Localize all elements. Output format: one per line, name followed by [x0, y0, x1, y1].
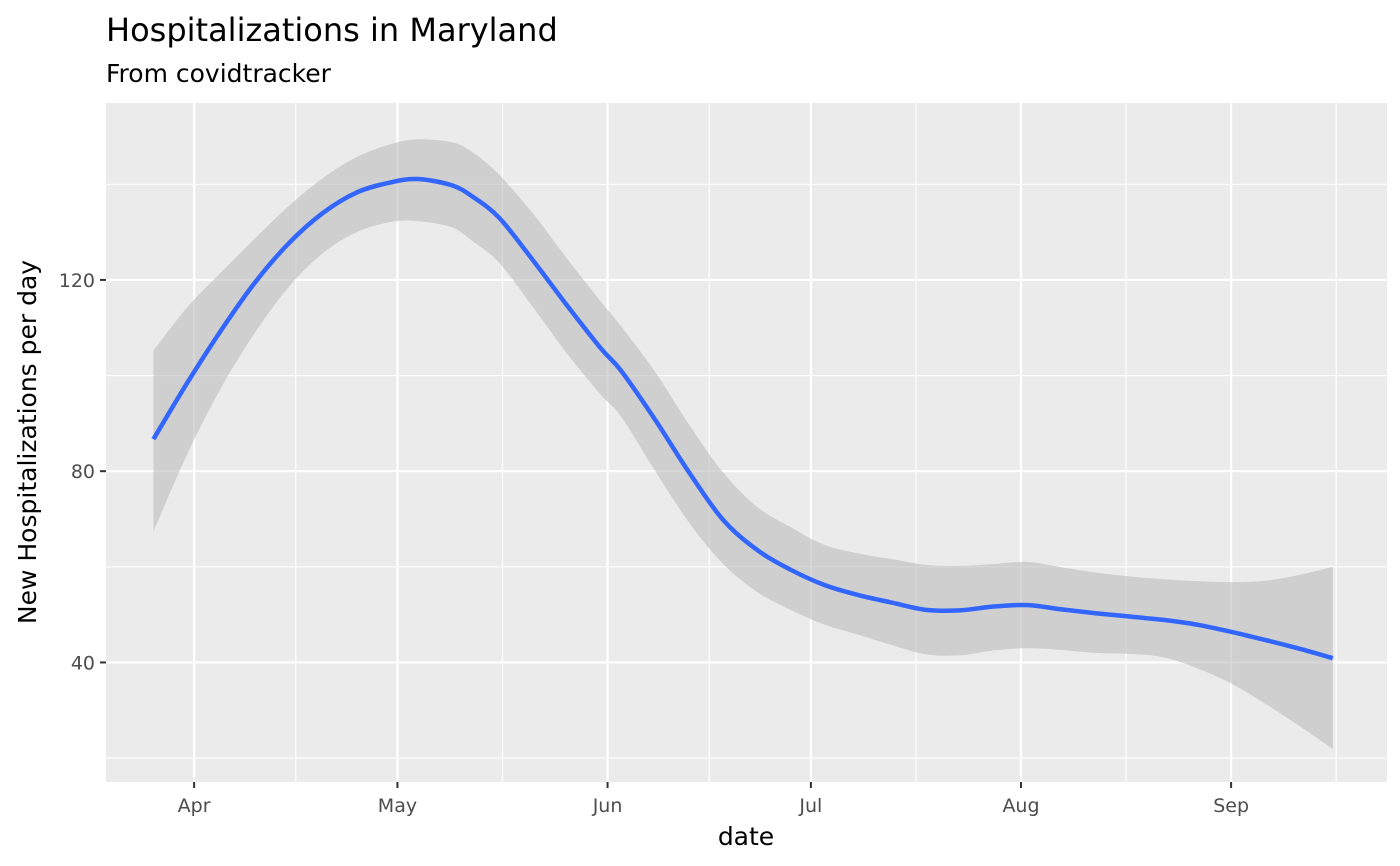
x-tick-label: Sep [1213, 795, 1249, 817]
chart-title: Hospitalizations in Maryland [106, 11, 558, 49]
smoothed-trend-line [151, 176, 1334, 661]
x-tick-label: Apr [178, 795, 211, 817]
x-axis: Apr May Jun Jul Aug Sep [178, 782, 1249, 817]
x-tick-label: May [378, 795, 417, 817]
x-axis-title: date [718, 822, 774, 851]
confidence-ribbon [153, 139, 1333, 750]
x-tick-label: Jul [798, 795, 822, 817]
y-tick-label: 120 [59, 270, 95, 292]
y-tick-label: 40 [71, 652, 95, 674]
x-tick-label: Jun [592, 795, 623, 817]
y-tick-label: 80 [71, 461, 95, 483]
chart-subtitle: From covidtracker [106, 59, 332, 88]
y-axis-title: New Hospitalizations per day [13, 260, 42, 624]
y-axis: 40 80 120 [59, 270, 106, 674]
x-tick-label: Aug [1002, 795, 1039, 817]
